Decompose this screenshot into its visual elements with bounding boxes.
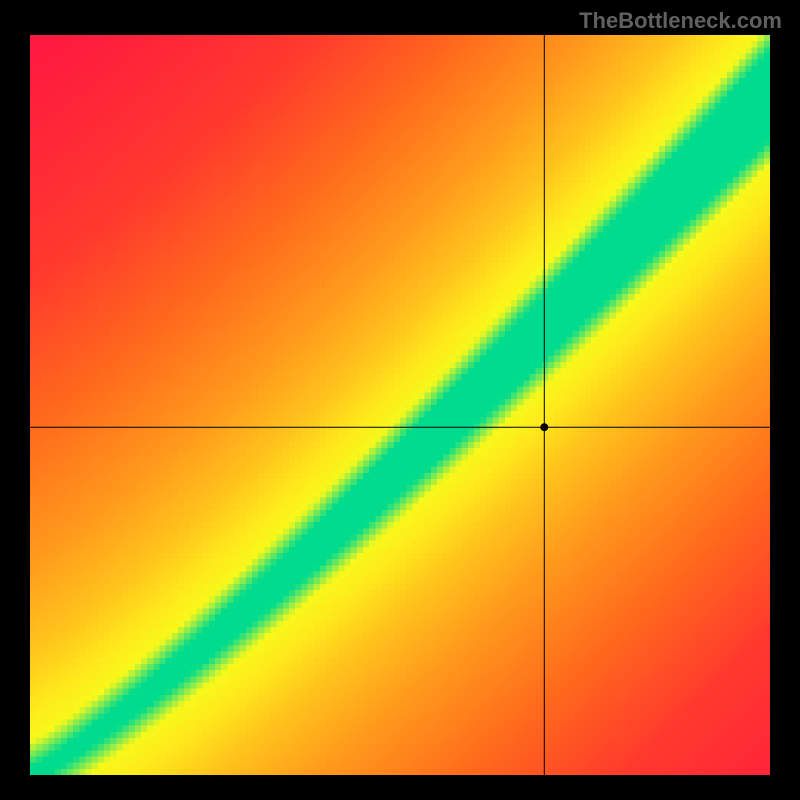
watermark-text: TheBottleneck.com — [579, 8, 782, 34]
bottleneck-heatmap-container: { "canvas": { "width": 800, "height": 80… — [0, 0, 800, 800]
bottleneck-heatmap — [30, 35, 770, 775]
